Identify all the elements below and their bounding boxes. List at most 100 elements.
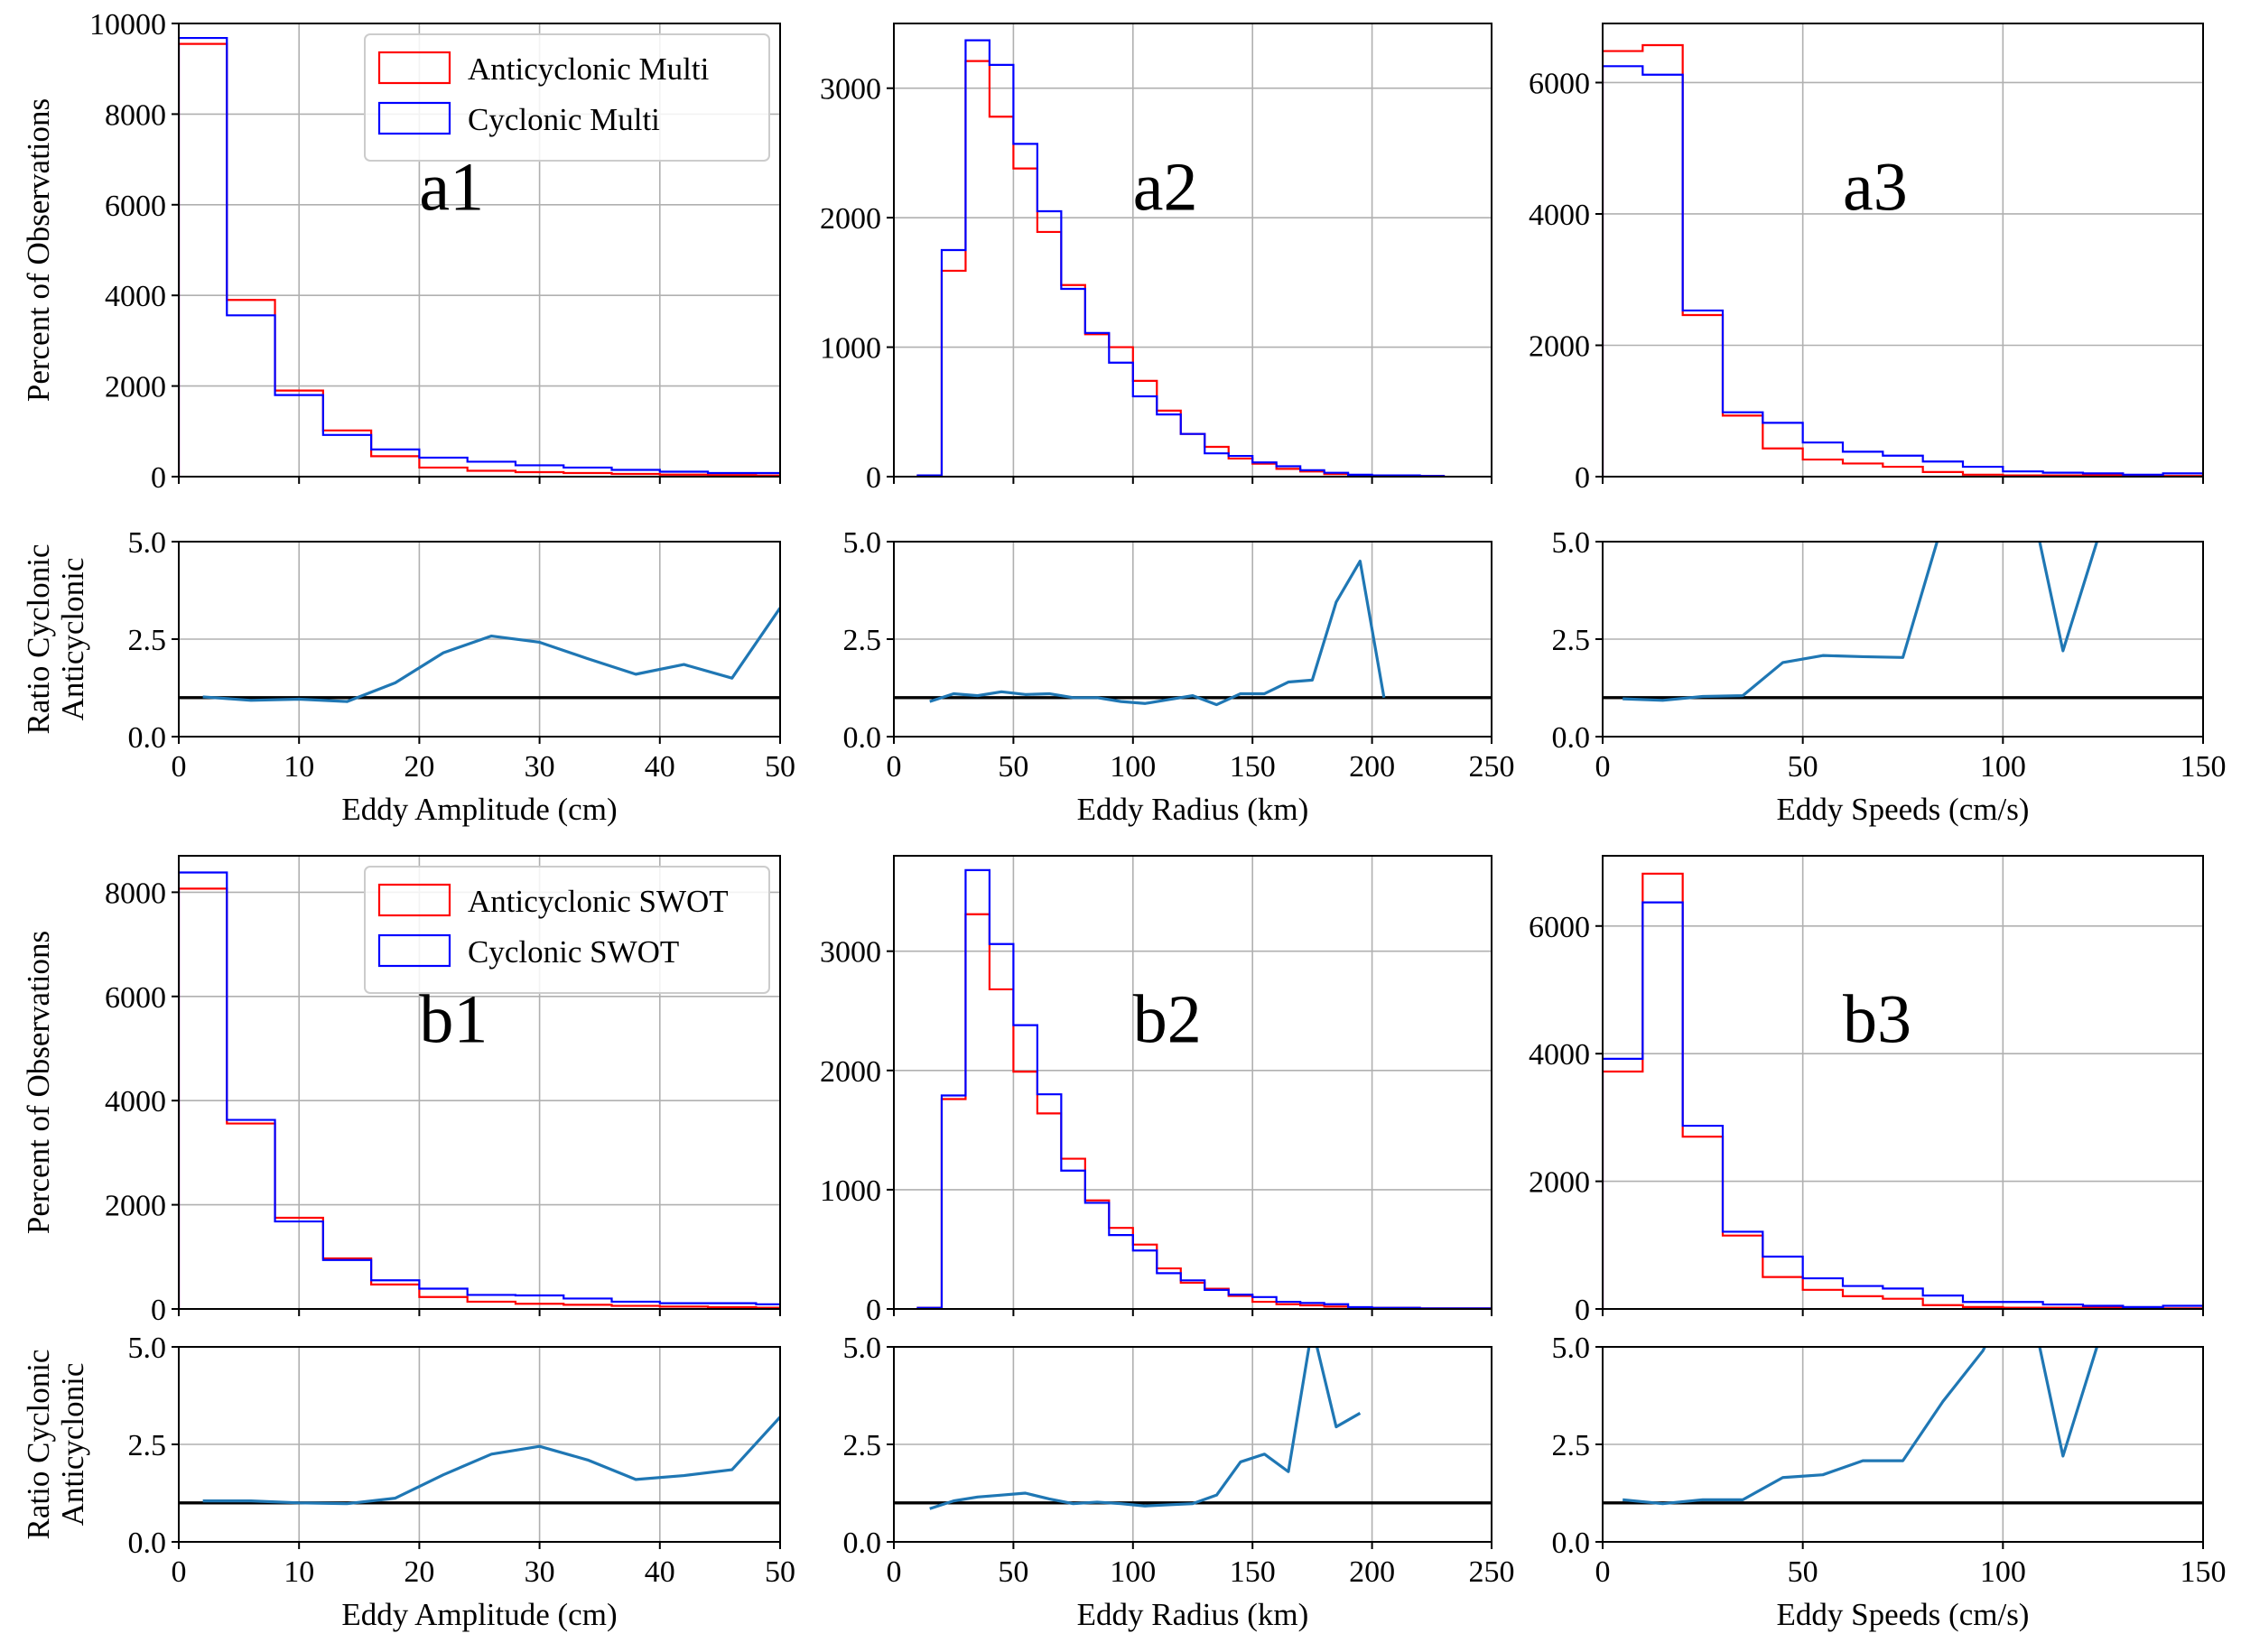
- y-tick-label: 0: [1575, 461, 1590, 495]
- ticks: [1595, 924, 2204, 1316]
- x-tick-label: 50: [998, 1555, 1028, 1589]
- y-tick-label: 2000: [820, 1055, 881, 1089]
- grid-lines: [893, 1346, 1492, 1543]
- x-axis-label: Eddy Radius (km): [1077, 792, 1309, 827]
- x-tick-label: 100: [1110, 750, 1156, 784]
- histogram-series-cyclonic: [179, 36, 780, 477]
- histogram-series-cyclonic: [1603, 901, 2203, 1309]
- x-tick-label: 150: [1230, 750, 1276, 784]
- y-tick-label: 2000: [1529, 329, 1590, 363]
- x-axis-label: Eddy Speeds (cm/s): [1777, 792, 2030, 827]
- plot-area: [179, 36, 780, 477]
- histogram-series-cyclonic: [179, 871, 780, 1309]
- x-tick-label: 150: [1230, 1555, 1276, 1589]
- x-tick-label: 0: [887, 1555, 902, 1589]
- panel-b2: 0 1000 2000 3000 b2: [820, 855, 1492, 1327]
- x-axis-label: Eddy Amplitude (cm): [341, 1597, 617, 1632]
- x-tick-label: 250: [1469, 750, 1515, 784]
- plot-area: [179, 871, 780, 1309]
- plot-area: [1603, 872, 2203, 1309]
- y-tick-label: 0: [1575, 1294, 1590, 1327]
- panel-label: b1: [419, 982, 488, 1058]
- grid-lines: [1602, 856, 2204, 1310]
- axes-frame: [1602, 855, 2204, 1310]
- plot-area: [179, 1415, 780, 1506]
- ratio-line: [202, 1415, 780, 1506]
- y-tick-label: 6000: [1529, 911, 1590, 944]
- x-tick-label: 20: [404, 750, 434, 784]
- grid-lines: [893, 856, 1492, 1310]
- ratio-line: [1623, 1347, 2099, 1506]
- axes-frame: [1602, 23, 2204, 478]
- y-tick-label: 1000: [820, 332, 881, 366]
- y-axis-label-line: Anticyclonic: [55, 558, 90, 721]
- x-tick-label: 0: [887, 750, 902, 784]
- legend-swatch: [377, 933, 451, 968]
- x-tick-label: 0: [172, 750, 187, 784]
- histogram-series-cyclonic: [916, 868, 1492, 1309]
- grid-lines: [1602, 23, 2204, 478]
- panel-b2-ratio: 0 50 100 150 200 250 0.0 2.5 5.0 Eddy Radius (km): [843, 1332, 1515, 1632]
- x-tick-label: 50: [765, 1555, 795, 1589]
- y-tick-label: 8000: [105, 877, 166, 910]
- legend-box: [364, 866, 770, 994]
- panel-a1-ratio: 0 10 20 30 40 50 0.0 2.5 5.0 Eddy Amplitude (cm) R…: [21, 526, 795, 827]
- x-tick-label: 100: [1980, 750, 2026, 784]
- histogram-series-anticyclonic: [1603, 43, 2203, 477]
- y-tick-label: 2.5: [1552, 1429, 1591, 1462]
- y-tick-label: 0: [866, 1294, 881, 1327]
- panel-a1: 0 2000 4000 6000 8000 10000 Percent of Observa…: [21, 8, 781, 495]
- y-tick-label: 2.5: [128, 624, 167, 657]
- legend-swatch: [377, 51, 451, 85]
- y-tick-label: 3000: [820, 73, 881, 107]
- y-tick-label: 0: [151, 1294, 166, 1327]
- y-axis-label-line: Anticyclonic: [55, 1363, 90, 1527]
- x-tick-label: 150: [2181, 750, 2227, 784]
- grid-lines: [893, 23, 1492, 478]
- plot-area: [916, 39, 1446, 477]
- axes-frame: [178, 23, 781, 478]
- ratio-line: [1623, 542, 2099, 702]
- y-tick-label: 8000: [105, 98, 166, 132]
- axes-frame: [178, 855, 781, 1310]
- y-tick-label: 2000: [1529, 1166, 1590, 1200]
- ticks: [887, 950, 1492, 1316]
- plot-area: [894, 559, 1492, 707]
- histogram-series-anticyclonic: [916, 913, 1492, 1309]
- plot-area: [1603, 1347, 2203, 1506]
- y-tick-label: 1000: [820, 1174, 881, 1208]
- x-axis-label: Eddy Speeds (cm/s): [1777, 1597, 2030, 1632]
- x-tick-label: 10: [284, 1555, 314, 1589]
- y-tick-label: 2000: [105, 1190, 166, 1223]
- y-tick-label: 0: [866, 461, 881, 495]
- x-tick-label: 40: [645, 1555, 675, 1589]
- ticks: [1595, 1346, 2204, 1549]
- y-axis-label: Percent of Observations: [21, 931, 56, 1234]
- y-axis-label: Percent of Observations: [21, 98, 56, 402]
- legend-entry: Cyclonic SWOT: [468, 934, 679, 970]
- x-tick-label: 150: [2181, 1555, 2227, 1589]
- y-tick-label: 4000: [105, 1085, 166, 1118]
- panel-a2: 0 1000 2000 3000 a2: [820, 23, 1492, 495]
- y-tick-label: 0: [151, 461, 166, 495]
- x-axis-label: Eddy Amplitude (cm): [341, 792, 617, 827]
- y-axis-label-line: Ratio Cyclonic: [21, 544, 56, 735]
- x-tick-label: 50: [998, 750, 1028, 784]
- grid-lines: [893, 541, 1492, 738]
- plot-area: [894, 1347, 1492, 1510]
- y-tick-label: 5.0: [128, 1332, 167, 1365]
- x-tick-label: 20: [404, 1555, 434, 1589]
- plot-area: [179, 607, 780, 703]
- x-tick-label: 50: [765, 750, 795, 784]
- panel-label: a1: [419, 150, 484, 226]
- panel-label: b2: [1133, 982, 1202, 1058]
- y-tick-label: 6000: [105, 190, 166, 223]
- ratio-line: [929, 559, 1386, 707]
- x-tick-label: 30: [525, 1555, 555, 1589]
- ratio-line: [202, 607, 780, 703]
- panel-label: a2: [1133, 150, 1198, 226]
- ticks: [1595, 541, 2204, 744]
- x-tick-label: 250: [1469, 1555, 1515, 1589]
- y-tick-label: 2.5: [843, 624, 882, 657]
